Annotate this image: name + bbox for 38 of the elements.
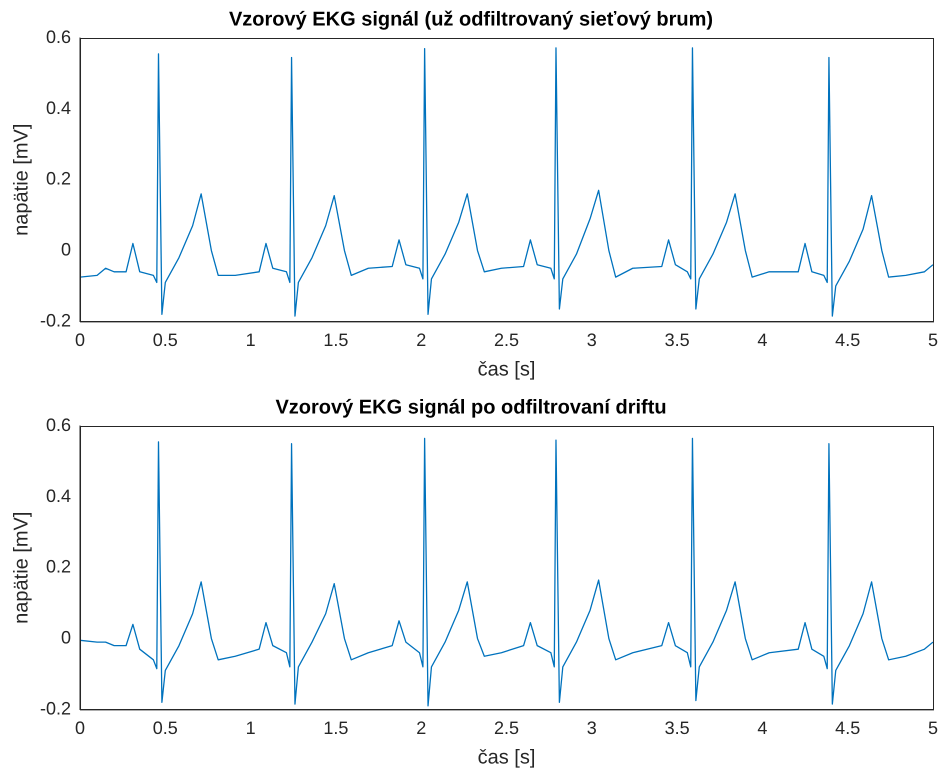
y-tick-label: -0.2: [40, 698, 72, 718]
y-tick-label: -0.2: [40, 310, 72, 330]
y-tick-label: 0.4: [46, 486, 72, 506]
x-tick-label: 1: [246, 330, 256, 350]
x-tick-label: 4.5: [835, 330, 860, 350]
x-tick-label: 1: [246, 718, 256, 738]
x-tick-label: 4: [757, 718, 768, 738]
y-tick-label: 0.6: [46, 414, 72, 435]
x-tick-label: 5: [928, 330, 938, 350]
x-tick-label: 4: [757, 330, 768, 350]
x-tick-label: 0.5: [152, 330, 178, 350]
x-tick-label: 3.5: [664, 330, 690, 350]
x-tick-label: 2: [416, 330, 426, 350]
x-tick-label: 4.5: [835, 718, 860, 738]
x-axis-title: čas [s]: [478, 358, 536, 381]
x-tick-label: 2: [416, 718, 426, 738]
x-tick-label: 3: [586, 718, 597, 738]
x-tick-label: 1.5: [323, 718, 348, 738]
y-tick-label: 0: [61, 628, 72, 648]
x-tick-label: 3: [586, 330, 597, 350]
y-axis-title: napätie [mV]: [10, 512, 33, 624]
chart-title: Vzorový EKG signál (už odfiltrovaný sieťový brum): [228, 8, 714, 31]
y-tick-label: 0.4: [46, 98, 72, 118]
x-tick-label: 1.5: [323, 330, 348, 350]
x-tick-label: 0: [75, 330, 86, 350]
y-tick-label: 0.6: [46, 26, 72, 47]
y-tick-label: 0: [61, 240, 72, 260]
y-tick-label: 0.2: [46, 168, 72, 189]
y-axis-title: napätie [mV]: [10, 124, 33, 236]
x-tick-label: 2.5: [494, 330, 520, 350]
chart-title: Vzorový EKG signál po odfiltrovaní driftu: [275, 396, 667, 419]
x-tick-label: 0.5: [152, 718, 178, 738]
x-tick-label: 5: [928, 718, 938, 738]
x-axis-title: čas [s]: [478, 746, 536, 769]
y-tick-label: 0.2: [46, 556, 72, 577]
x-tick-label: 2.5: [494, 718, 520, 738]
x-tick-label: 0: [75, 718, 86, 738]
x-tick-label: 3.5: [664, 718, 690, 738]
